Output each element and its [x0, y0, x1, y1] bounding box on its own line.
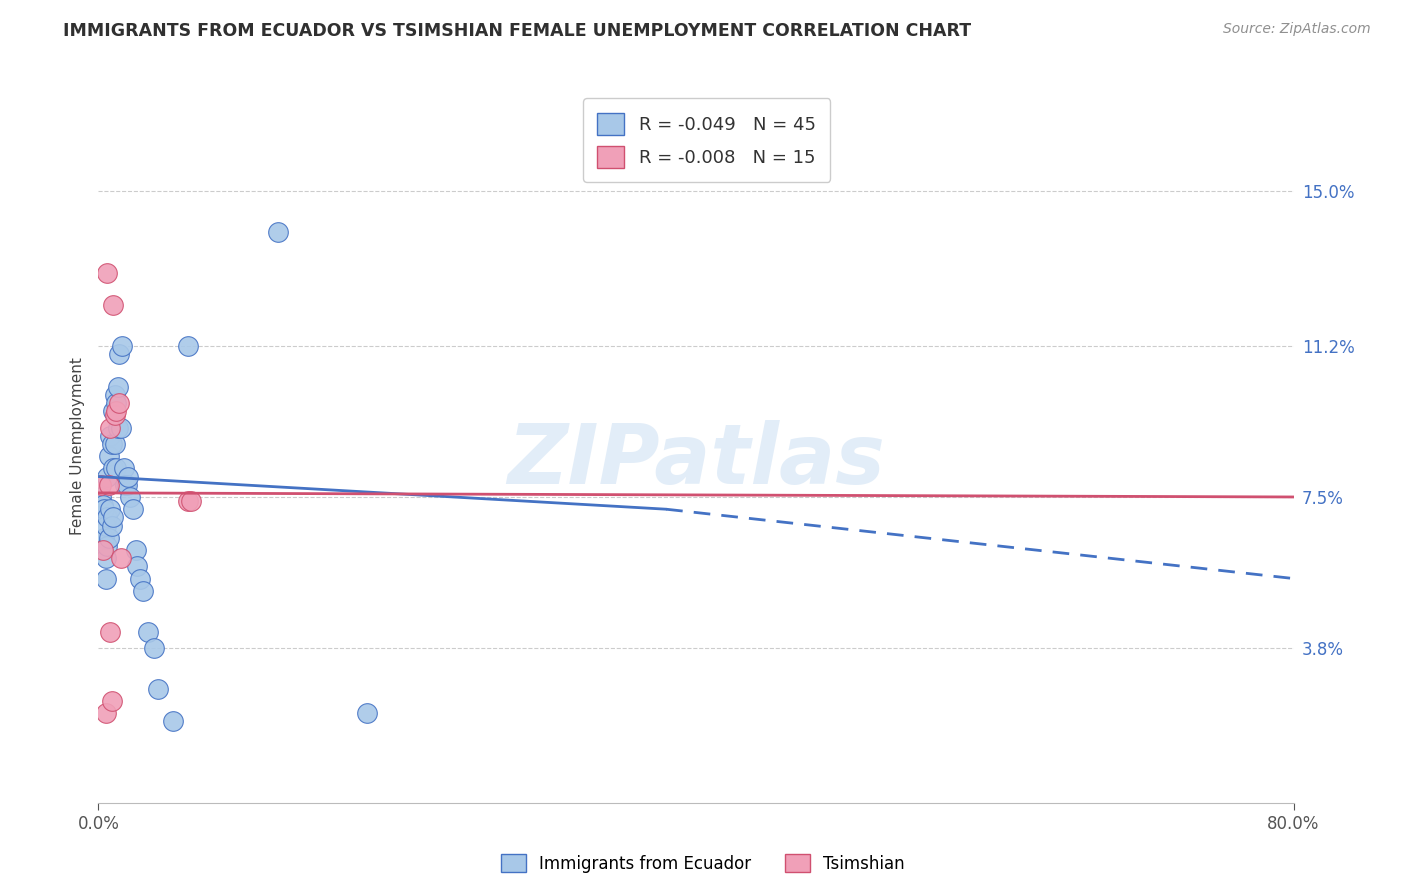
Point [142, 640, 165, 655]
Point [90, 490, 112, 504]
Point [96, 510, 118, 524]
Point [103, 510, 125, 524]
Point [107, 420, 129, 434]
Point [101, 694, 124, 708]
Point [136, 624, 159, 639]
Point [104, 437, 127, 451]
Point [162, 714, 184, 729]
Point [94, 518, 117, 533]
Point [111, 339, 134, 353]
Point [105, 404, 128, 418]
Point [98, 502, 122, 516]
Text: ZIPatlas: ZIPatlas [508, 420, 884, 500]
Point [132, 583, 155, 598]
Legend: Immigrants from Ecuador, Tsimshian: Immigrants from Ecuador, Tsimshian [495, 847, 911, 880]
Point [115, 477, 138, 491]
Text: Source: ZipAtlas.com: Source: ZipAtlas.com [1223, 22, 1371, 37]
Y-axis label: Female Unemployment: Female Unemployment [69, 357, 84, 535]
Point [125, 543, 148, 558]
Point [91, 498, 114, 512]
Point [90, 477, 112, 491]
Point [114, 477, 136, 491]
Point [267, 225, 290, 239]
Point [94, 706, 117, 720]
Point [117, 469, 139, 483]
Point [104, 409, 127, 423]
Point [97, 531, 120, 545]
Point [94, 572, 117, 586]
Point [110, 551, 132, 566]
Point [127, 559, 149, 574]
Point [129, 572, 152, 586]
Point [101, 518, 124, 533]
Point [96, 266, 118, 280]
Point [94, 551, 117, 566]
Point [96, 539, 118, 553]
Point [91, 543, 114, 558]
Point [112, 461, 135, 475]
Point [103, 404, 125, 418]
Point [177, 494, 200, 508]
Point [177, 339, 200, 353]
Point [96, 469, 118, 483]
Point [98, 624, 122, 639]
Point [180, 494, 202, 508]
Point [93, 502, 115, 516]
Point [108, 347, 131, 361]
Point [121, 502, 143, 516]
Point [97, 449, 120, 463]
Point [103, 461, 125, 475]
Point [148, 681, 170, 696]
Point [105, 396, 128, 410]
Point [356, 706, 378, 720]
Point [98, 420, 122, 434]
Point [101, 437, 124, 451]
Point [107, 380, 129, 394]
Point [104, 388, 127, 402]
Point [97, 477, 120, 491]
Point [118, 490, 141, 504]
Legend: R = -0.049   N = 45, R = -0.008   N = 15: R = -0.049 N = 45, R = -0.008 N = 15 [583, 98, 831, 182]
Point [105, 461, 128, 475]
Point [103, 298, 125, 312]
Point [98, 429, 122, 443]
Point [93, 531, 115, 545]
Text: IMMIGRANTS FROM ECUADOR VS TSIMSHIAN FEMALE UNEMPLOYMENT CORRELATION CHART: IMMIGRANTS FROM ECUADOR VS TSIMSHIAN FEM… [63, 22, 972, 40]
Point [108, 396, 131, 410]
Point [110, 420, 132, 434]
